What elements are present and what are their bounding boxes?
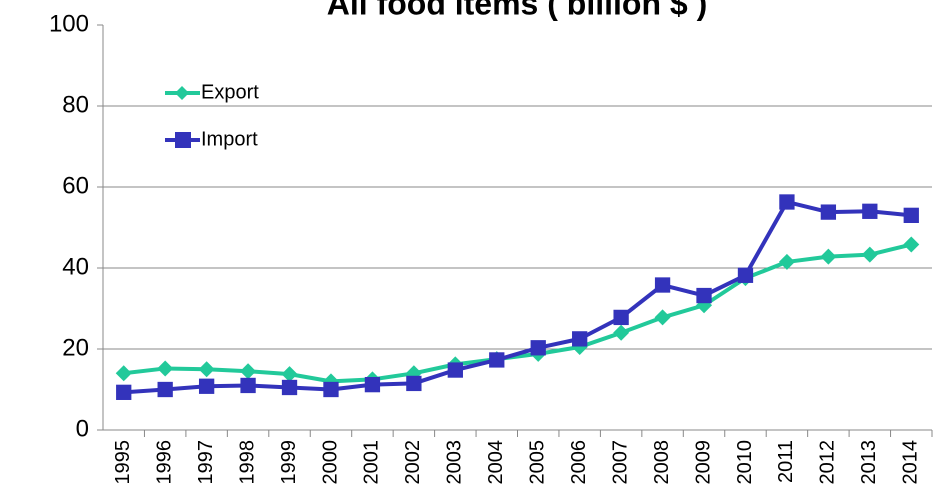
x-tick-label: 2004 [485,440,507,485]
data-point [862,203,878,219]
legend-label: Import [201,128,258,150]
data-point [778,253,795,270]
x-tick-label: 1998 [236,440,258,485]
x-tick-label: 2012 [817,440,839,485]
data-point [654,309,671,326]
x-tick-label: 1996 [153,440,175,485]
data-point [323,381,339,398]
x-tick-label: 2003 [444,440,466,485]
y-tick-label: 100 [49,10,89,37]
data-point [903,207,919,223]
data-point [737,267,754,283]
y-tick-label: 40 [62,253,89,280]
data-point [654,277,671,293]
data-point [779,194,795,210]
y-tick-label: 20 [62,334,89,361]
x-tick-label: 2011 [775,440,797,483]
x-tick-label: 2008 [651,440,673,485]
data-point [116,384,132,400]
data-point [281,366,298,383]
x-tick-label: 1995 [112,440,134,485]
data-point [115,365,132,382]
data-point [903,236,920,253]
data-point [157,381,173,398]
data-point [406,375,422,392]
x-tick-label: 2001 [361,440,383,485]
y-tick-label: 60 [62,172,89,199]
data-point [530,340,546,356]
data-point [281,379,298,396]
series-line [123,242,912,384]
data-point [447,362,463,378]
y-tick-label: 80 [62,91,89,118]
y-tick-label: 0 [76,415,89,442]
data-point [613,309,629,326]
data-point [489,352,505,368]
x-tick-label: 2007 [609,440,631,485]
x-tick-label: 2009 [692,440,714,485]
x-tick-label: 2013 [858,440,880,485]
x-tick-label: 2014 [900,440,922,485]
series-line [123,199,912,395]
chart-title: All food items ( billion $ ) [327,0,707,21]
data-point [613,324,630,341]
data-point [820,204,837,220]
legend-label: Export [201,81,259,103]
x-tick-label: 2006 [568,440,590,485]
data-point [198,361,215,378]
x-tick-label: 2000 [319,440,341,485]
x-tick-label: 2002 [402,440,424,485]
data-point [240,377,256,394]
x-tick-label: 1999 [278,440,300,485]
data-point [198,378,215,394]
data-point [364,376,381,393]
data-point [157,360,174,377]
data-point [696,287,712,304]
data-point [240,363,257,380]
data-point [820,248,837,265]
x-tick-label: 2005 [527,440,549,485]
x-tick-label: 1997 [195,440,217,485]
legend-marker [175,86,189,100]
legend-marker [175,132,191,148]
data-point [861,246,878,263]
x-tick-label: 2010 [734,440,756,485]
data-point [572,331,588,347]
